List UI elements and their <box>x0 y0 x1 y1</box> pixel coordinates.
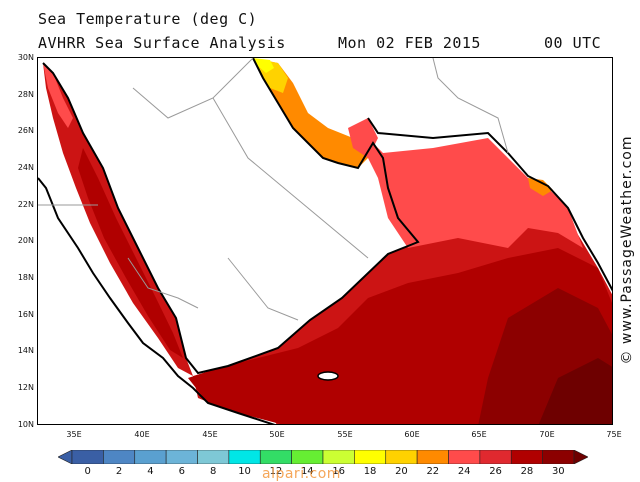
cool-northern-band <box>368 138 583 248</box>
colorbar-cell <box>573 450 588 464</box>
colorbar-tick-label: 22 <box>426 466 440 477</box>
colorbar-cell <box>354 450 387 464</box>
colorbar-tick-label: 6 <box>178 466 185 477</box>
lon-label-60e: 60E <box>404 430 420 439</box>
colorbar-tick-label: 20 <box>395 466 408 477</box>
forecast-time: 00 UTC <box>544 34 602 52</box>
colorbar-tick-label: 14 <box>300 466 314 477</box>
lon-label-70e: 70E <box>539 430 555 439</box>
colorbar-cell <box>165 450 198 464</box>
asian-coastline <box>367 117 612 292</box>
lon-label-40e: 40E <box>134 430 150 439</box>
red-sea-north-cool <box>43 63 73 128</box>
colorbar-tick-label: 12 <box>269 466 283 477</box>
map-canvas <box>38 58 612 424</box>
colorbar-tick-label: 16 <box>332 466 346 477</box>
arabian-peninsula-coastline <box>42 58 420 375</box>
lon-label-35e: 35E <box>66 430 82 439</box>
red-sea-south <box>78 148 183 358</box>
persian-gulf-cold <box>253 58 274 73</box>
colorbar-cell <box>228 450 261 464</box>
colorbar-tick-label: 0 <box>84 466 91 477</box>
colorbar-tick-label: 4 <box>147 466 154 477</box>
colorbar-tick-label: 24 <box>457 466 471 477</box>
lat-label-10n: 10N <box>17 420 34 429</box>
colorbar-tick-label: 10 <box>238 466 251 477</box>
colorbar-cell <box>291 450 324 464</box>
colorbar-cell <box>197 450 230 464</box>
colorbar-cell <box>58 450 73 464</box>
sea-temperature-map <box>37 57 613 425</box>
colorbar-cell <box>542 450 575 464</box>
watermark-text: © www.PassageWeather.com <box>619 135 635 365</box>
colorbar-tick-label: 26 <box>489 466 502 477</box>
gulf-of-aden <box>188 328 338 424</box>
colorbar-cell <box>510 450 543 464</box>
watermark-vertical: © www.PassageWeather.com <box>612 130 640 370</box>
colorbar-cell <box>448 450 481 464</box>
lat-label-28n: 28N <box>17 90 34 99</box>
socotra-island <box>317 371 339 381</box>
lon-label-45e: 45E <box>202 430 218 439</box>
map-title: Sea Temperature (deg C) <box>38 10 258 28</box>
lon-label-65e: 65E <box>471 430 487 439</box>
lat-label-24n: 24N <box>17 163 34 172</box>
african-coastline <box>38 177 276 424</box>
coastal-orange-patch <box>528 178 553 196</box>
peak-region <box>538 358 612 424</box>
lat-label-12n: 12N <box>17 383 34 392</box>
country-borders <box>38 58 509 321</box>
colorbar-cell <box>479 450 512 464</box>
lon-label-50e: 50E <box>269 430 285 439</box>
colorbar-cell <box>416 450 449 464</box>
lon-label-75e: 75E <box>606 430 622 439</box>
lon-label-55e: 55E <box>337 430 353 439</box>
lat-label-22n: 22N <box>17 200 34 209</box>
colorbar-tick-label: 30 <box>551 466 565 477</box>
temperature-colorbar <box>58 450 588 464</box>
colorbar-tick-label: 8 <box>210 466 217 477</box>
lat-label-18n: 18N <box>17 273 34 282</box>
colorbar-cell <box>259 450 292 464</box>
colorbar-cell <box>322 450 355 464</box>
colorbar-tick-label: 2 <box>115 466 123 477</box>
map-subtitle: AVHRR Sea Surface Analysis <box>38 34 286 52</box>
forecast-date: Mon 02 FEB 2015 <box>338 34 481 52</box>
colorbar-cell <box>385 450 418 464</box>
lat-label-16n: 16N <box>17 310 34 319</box>
lat-label-30n: 30N <box>17 53 34 62</box>
lat-label-26n: 26N <box>17 126 34 135</box>
site-watermark: alpari.com <box>262 466 341 482</box>
colorbar-cell <box>103 450 136 464</box>
colorbar-cell <box>71 450 104 464</box>
colorbar-cell <box>134 450 167 464</box>
lat-label-20n: 20N <box>17 236 34 245</box>
lat-label-14n: 14N <box>17 346 34 355</box>
colorbar-tick-label: 18 <box>363 466 377 477</box>
colorbar-tick-label: 28 <box>520 466 534 477</box>
